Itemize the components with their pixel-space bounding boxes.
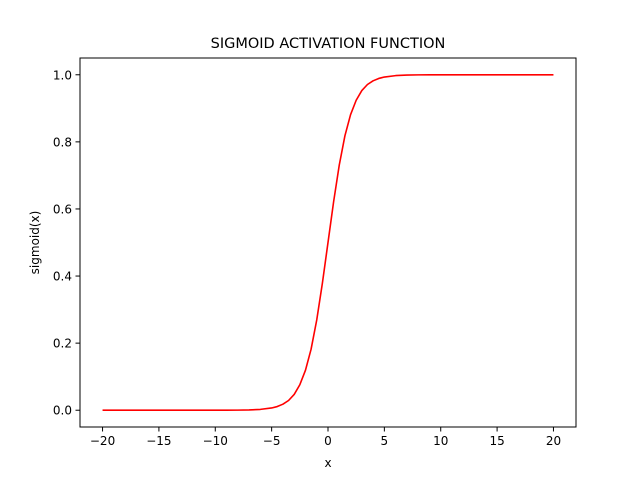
- x-tick-label: −20: [90, 434, 115, 448]
- x-tick-label: 5: [381, 434, 389, 448]
- chart-title: SIGMOID ACTIVATION FUNCTION: [211, 36, 446, 52]
- y-tick-label: 0.2: [53, 337, 72, 351]
- ticks-layer: −20 −15 −10 −5 0 5 10 15 20 0.0 0.2 0.4 0.6 0.8 1.0: [53, 68, 561, 448]
- x-tick-label: 20: [546, 434, 561, 448]
- y-tick-label: 0.4: [53, 270, 72, 284]
- x-tick-label: −5: [263, 434, 281, 448]
- y-axis-label: sigmoid(x): [28, 211, 42, 275]
- series-line: [102, 73, 554, 412]
- x-tick-label: −15: [146, 434, 171, 448]
- x-tick-label: 10: [433, 434, 448, 448]
- y-tick-label: 0.8: [53, 135, 72, 149]
- y-tick-label: 0.6: [53, 202, 72, 216]
- curve-layer: [102, 73, 554, 412]
- x-axis-label: x: [324, 456, 331, 470]
- y-tick-label: 1.0: [53, 68, 72, 82]
- x-tick-label: 15: [489, 434, 504, 448]
- y-tick-label: 0.0: [53, 404, 72, 418]
- x-tick-label: −10: [203, 434, 228, 448]
- plot-frame: [79, 57, 577, 428]
- x-tick-label: 0: [324, 434, 332, 448]
